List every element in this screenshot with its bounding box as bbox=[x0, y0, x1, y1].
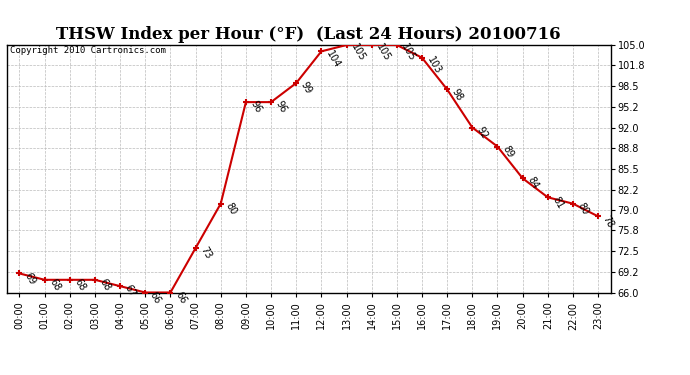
Text: 67: 67 bbox=[123, 284, 138, 299]
Text: 96: 96 bbox=[274, 99, 288, 115]
Text: 92: 92 bbox=[475, 125, 490, 141]
Text: 66: 66 bbox=[148, 290, 163, 305]
Text: 68: 68 bbox=[72, 277, 88, 292]
Text: 68: 68 bbox=[98, 277, 112, 292]
Text: 98: 98 bbox=[450, 87, 464, 102]
Text: 104: 104 bbox=[324, 49, 342, 69]
Text: 81: 81 bbox=[551, 195, 565, 210]
Text: 80: 80 bbox=[224, 201, 238, 216]
Text: 89: 89 bbox=[500, 144, 515, 159]
Text: 99: 99 bbox=[299, 80, 314, 96]
Title: THSW Index per Hour (°F)  (Last 24 Hours) 20100716: THSW Index per Hour (°F) (Last 24 Hours)… bbox=[57, 27, 561, 44]
Text: 105: 105 bbox=[349, 42, 367, 63]
Text: 103: 103 bbox=[425, 55, 442, 76]
Text: 69: 69 bbox=[22, 271, 37, 286]
Text: 80: 80 bbox=[575, 201, 591, 216]
Text: 73: 73 bbox=[198, 245, 213, 261]
Text: 78: 78 bbox=[601, 214, 615, 229]
Text: Copyright 2010 Cartronics.com: Copyright 2010 Cartronics.com bbox=[10, 46, 166, 55]
Text: 66: 66 bbox=[173, 290, 188, 305]
Text: 84: 84 bbox=[525, 176, 540, 191]
Text: 96: 96 bbox=[248, 99, 264, 115]
Text: 105: 105 bbox=[375, 42, 393, 63]
Text: 68: 68 bbox=[48, 277, 62, 292]
Text: 105: 105 bbox=[400, 42, 417, 63]
